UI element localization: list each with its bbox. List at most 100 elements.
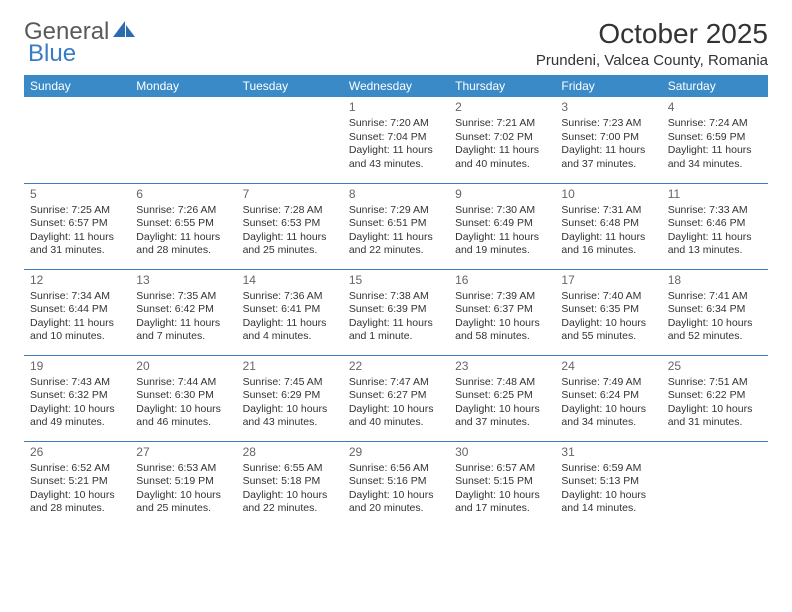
day-number: 23 — [455, 359, 549, 374]
calendar-cell: 18 Sunrise: 7:41 AMSunset: 6:34 PMDayligh… — [662, 269, 768, 355]
day-details: Sunrise: 7:24 AMSunset: 6:59 PMDaylight:… — [668, 117, 762, 171]
calendar-cell — [130, 97, 236, 183]
day-details: Sunrise: 7:35 AMSunset: 6:42 PMDaylight:… — [136, 290, 230, 344]
calendar-cell: 21 Sunrise: 7:45 AMSunset: 6:29 PMDayligh… — [237, 355, 343, 441]
page-header: General Blue October 2025 Prundeni, Valc… — [24, 18, 768, 69]
calendar-cell: 10 Sunrise: 7:31 AMSunset: 6:48 PMDayligh… — [555, 183, 661, 269]
calendar-cell: 2 Sunrise: 7:21 AMSunset: 7:02 PMDaylight… — [449, 97, 555, 183]
day-number: 8 — [349, 187, 443, 202]
day-number: 25 — [668, 359, 762, 374]
calendar-row: 19 Sunrise: 7:43 AMSunset: 6:32 PMDayligh… — [24, 355, 768, 441]
day-details: Sunrise: 6:59 AMSunset: 5:13 PMDaylight:… — [561, 462, 655, 516]
calendar-cell: 8 Sunrise: 7:29 AMSunset: 6:51 PMDaylight… — [343, 183, 449, 269]
day-details: Sunrise: 7:31 AMSunset: 6:48 PMDaylight:… — [561, 204, 655, 258]
day-details: Sunrise: 6:53 AMSunset: 5:19 PMDaylight:… — [136, 462, 230, 516]
calendar-cell: 27 Sunrise: 6:53 AMSunset: 5:19 PMDayligh… — [130, 441, 236, 527]
day-details: Sunrise: 7:36 AMSunset: 6:41 PMDaylight:… — [243, 290, 337, 344]
weekday-header: Friday — [555, 75, 661, 97]
calendar-cell: 22Sunrise: 7:47 AMSunset: 6:27 PMDayligh… — [343, 355, 449, 441]
day-number: 14 — [243, 273, 337, 288]
calendar-cell: 7 Sunrise: 7:28 AMSunset: 6:53 PMDaylight… — [237, 183, 343, 269]
day-number: 27 — [136, 445, 230, 460]
weekday-header: Thursday — [449, 75, 555, 97]
day-number: 18 — [668, 273, 762, 288]
calendar-cell: 5 Sunrise: 7:25 AMSunset: 6:57 PMDaylight… — [24, 183, 130, 269]
calendar-row: 5 Sunrise: 7:25 AMSunset: 6:57 PMDaylight… — [24, 183, 768, 269]
day-number: 4 — [668, 100, 762, 115]
day-details: Sunrise: 7:34 AMSunset: 6:44 PMDaylight:… — [30, 290, 124, 344]
calendar-row: 1 Sunrise: 7:20 AMSunset: 7:04 PMDaylight… — [24, 97, 768, 183]
day-number: 13 — [136, 273, 230, 288]
calendar-cell: 14 Sunrise: 7:36 AMSunset: 6:41 PMDayligh… — [237, 269, 343, 355]
day-number: 1 — [349, 100, 443, 115]
calendar-cell: 26 Sunrise: 6:52 AMSunset: 5:21 PMDayligh… — [24, 441, 130, 527]
calendar-cell: 31 Sunrise: 6:59 AMSunset: 5:13 PMDayligh… — [555, 441, 661, 527]
calendar-row: 12 Sunrise: 7:34 AMSunset: 6:44 PMDayligh… — [24, 269, 768, 355]
day-number: 7 — [243, 187, 337, 202]
day-number: 29 — [349, 445, 443, 460]
calendar-cell: 19 Sunrise: 7:43 AMSunset: 6:32 PMDayligh… — [24, 355, 130, 441]
weekday-header: Tuesday — [237, 75, 343, 97]
calendar-cell — [24, 97, 130, 183]
day-details: Sunrise: 6:56 AMSunset: 5:16 PMDaylight:… — [349, 462, 443, 516]
weekday-header: Monday — [130, 75, 236, 97]
calendar-table: SundayMondayTuesdayWednesdayThursdayFrid… — [24, 75, 768, 527]
day-details: Sunrise: 7:43 AMSunset: 6:32 PMDaylight:… — [30, 376, 124, 430]
day-number: 16 — [455, 273, 549, 288]
day-details: Sunrise: 7:21 AMSunset: 7:02 PMDaylight:… — [455, 117, 549, 171]
calendar-cell: 29 Sunrise: 6:56 AMSunset: 5:16 PMDayligh… — [343, 441, 449, 527]
day-number: 12 — [30, 273, 124, 288]
day-details: Sunrise: 7:20 AMSunset: 7:04 PMDaylight:… — [349, 117, 443, 171]
calendar-row: 26 Sunrise: 6:52 AMSunset: 5:21 PMDayligh… — [24, 441, 768, 527]
calendar-cell: 24Sunrise: 7:49 AMSunset: 6:24 PMDayligh… — [555, 355, 661, 441]
calendar-cell: 30Sunrise: 6:57 AMSunset: 5:15 PMDayligh… — [449, 441, 555, 527]
day-number: 26 — [30, 445, 124, 460]
day-details: Sunrise: 7:38 AMSunset: 6:39 PMDaylight:… — [349, 290, 443, 344]
day-details: Sunrise: 7:30 AMSunset: 6:49 PMDaylight:… — [455, 204, 549, 258]
calendar-cell: 23 Sunrise: 7:48 AMSunset: 6:25 PMDayligh… — [449, 355, 555, 441]
calendar-body: 1 Sunrise: 7:20 AMSunset: 7:04 PMDaylight… — [24, 97, 768, 527]
weekday-header: Wednesday — [343, 75, 449, 97]
calendar-head: SundayMondayTuesdayWednesdayThursdayFrid… — [24, 75, 768, 97]
day-number: 10 — [561, 187, 655, 202]
day-details: Sunrise: 7:51 AMSunset: 6:22 PMDaylight:… — [668, 376, 762, 430]
day-number: 30 — [455, 445, 549, 460]
day-number: 20 — [136, 359, 230, 374]
day-details: Sunrise: 7:28 AMSunset: 6:53 PMDaylight:… — [243, 204, 337, 258]
day-details: Sunrise: 7:40 AMSunset: 6:35 PMDaylight:… — [561, 290, 655, 344]
day-details: Sunrise: 7:25 AMSunset: 6:57 PMDaylight:… — [30, 204, 124, 258]
day-details: Sunrise: 7:48 AMSunset: 6:25 PMDaylight:… — [455, 376, 549, 430]
header-right: October 2025 Prundeni, Valcea County, Ro… — [536, 18, 768, 69]
day-number: 24 — [561, 359, 655, 374]
day-details: Sunrise: 7:47 AMSunset: 6:27 PMDaylight:… — [349, 376, 443, 430]
day-details: Sunrise: 7:39 AMSunset: 6:37 PMDaylight:… — [455, 290, 549, 344]
calendar-cell: 25 Sunrise: 7:51 AMSunset: 6:22 PMDayligh… — [662, 355, 768, 441]
calendar-cell: 12 Sunrise: 7:34 AMSunset: 6:44 PMDayligh… — [24, 269, 130, 355]
calendar-title: October 2025 — [536, 18, 768, 50]
calendar-location: Prundeni, Valcea County, Romania — [536, 52, 768, 69]
calendar-cell — [662, 441, 768, 527]
day-details: Sunrise: 7:29 AMSunset: 6:51 PMDaylight:… — [349, 204, 443, 258]
calendar-cell: 20Sunrise: 7:44 AMSunset: 6:30 PMDayligh… — [130, 355, 236, 441]
calendar-cell: 16 Sunrise: 7:39 AMSunset: 6:37 PMDayligh… — [449, 269, 555, 355]
day-number: 11 — [668, 187, 762, 202]
day-number: 28 — [243, 445, 337, 460]
day-number: 31 — [561, 445, 655, 460]
calendar-cell: 15Sunrise: 7:38 AMSunset: 6:39 PMDayligh… — [343, 269, 449, 355]
day-number: 5 — [30, 187, 124, 202]
day-number: 2 — [455, 100, 549, 115]
calendar-cell: 3Sunrise: 7:23 AMSunset: 7:00 PMDaylight… — [555, 97, 661, 183]
brand-sail-icon — [113, 18, 135, 46]
day-details: Sunrise: 7:23 AMSunset: 7:00 PMDaylight:… — [561, 117, 655, 171]
day-details: Sunrise: 7:41 AMSunset: 6:34 PMDaylight:… — [668, 290, 762, 344]
calendar-cell: 4 Sunrise: 7:24 AMSunset: 6:59 PMDaylight… — [662, 97, 768, 183]
day-number: 19 — [30, 359, 124, 374]
weekday-header: Saturday — [662, 75, 768, 97]
day-details: Sunrise: 6:52 AMSunset: 5:21 PMDaylight:… — [30, 462, 124, 516]
weekday-header: Sunday — [24, 75, 130, 97]
day-number: 21 — [243, 359, 337, 374]
day-details: Sunrise: 7:45 AMSunset: 6:29 PMDaylight:… — [243, 376, 337, 430]
day-details: Sunrise: 7:26 AMSunset: 6:55 PMDaylight:… — [136, 204, 230, 258]
calendar-cell — [237, 97, 343, 183]
calendar-cell: 17Sunrise: 7:40 AMSunset: 6:35 PMDayligh… — [555, 269, 661, 355]
